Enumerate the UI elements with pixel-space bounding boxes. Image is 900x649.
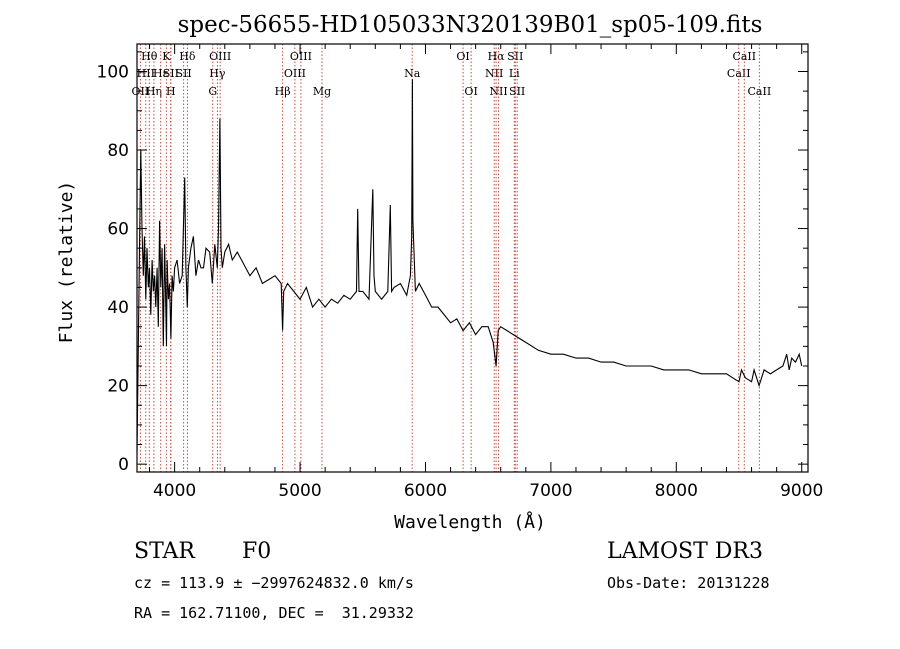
survey-name: LAMOST DR3 <box>607 539 763 564</box>
spectral-line-label: Li <box>509 67 520 80</box>
spectral-line-label: G <box>208 85 217 98</box>
x-tick-label: 4000 <box>153 481 196 501</box>
y-axis-label: Flux (relative) <box>56 181 77 344</box>
x-tick-label: 9000 <box>780 481 823 501</box>
spectral-line-label: CaII <box>748 85 772 98</box>
x-tick-label: 5000 <box>278 481 321 501</box>
spectral-line-label: HII <box>137 67 155 80</box>
spectral-line-label: NII <box>489 85 507 98</box>
x-axis-label: Wavelength (Å) <box>394 511 546 533</box>
spectral-line-label: Hα <box>488 50 506 63</box>
x-tick-label: 8000 <box>655 481 698 501</box>
y-tick-label: 100 <box>97 62 129 82</box>
object-class: STAR <box>134 539 195 564</box>
spectral-line-label: H <box>166 85 176 98</box>
spectral-line-label: SII <box>176 67 192 80</box>
y-tick-label: 60 <box>107 220 129 240</box>
spectral-line-label: Hδ <box>179 50 196 63</box>
spectral-line-label: CaII <box>727 67 751 80</box>
spectral-line-label: Hε <box>153 67 169 80</box>
x-tick-label: 7000 <box>529 481 572 501</box>
spectral-line-label: NII <box>485 67 503 80</box>
spectral-line-label: Hη <box>146 85 162 98</box>
spectral-line-label: Na <box>404 67 421 80</box>
spectral-line-label: OIII <box>209 50 231 63</box>
spectral-line-label: Hβ <box>275 85 291 98</box>
y-tick-label: 20 <box>107 377 129 397</box>
y-tick-label: 40 <box>107 298 129 318</box>
y-tick-label: 0 <box>118 455 129 475</box>
obs-date: Obs-Date: 20131228 <box>607 574 770 592</box>
spectral-line-label: Hγ <box>209 67 226 80</box>
spectral-line-label: OIII <box>290 50 312 63</box>
spectral-line-label: Hθ <box>141 50 158 63</box>
coordinates: RA = 162.71100, DEC = 31.29332 <box>134 604 414 622</box>
spectral-line-label: Mg <box>313 85 331 98</box>
spectral-line-label: OI <box>464 85 477 98</box>
spectral-line-label: OI <box>456 50 469 63</box>
plot-frame <box>136 43 809 473</box>
x-tick-label: 6000 <box>404 481 447 501</box>
chart-title: spec-56655-HD105033N320139B01_sp05-109.f… <box>178 12 763 38</box>
spectral-line-label: K <box>162 50 171 63</box>
axis-ticks: 4000 5000 6000 7000 8000 9000 0 20 40 60 80 100 <box>97 44 823 501</box>
spectral-line-label: SII <box>507 50 523 63</box>
spectral-line-label: SII <box>509 85 525 98</box>
flux-series-line <box>136 79 803 453</box>
spectral-line-label: OIII <box>284 67 306 80</box>
y-tick-label: 80 <box>107 141 129 161</box>
redshift-readout: cz = 113.9 ± −2997624832.0 km/s <box>134 574 414 592</box>
spectral-line-label: CaII <box>732 50 756 63</box>
object-subclass: F0 <box>242 539 272 564</box>
